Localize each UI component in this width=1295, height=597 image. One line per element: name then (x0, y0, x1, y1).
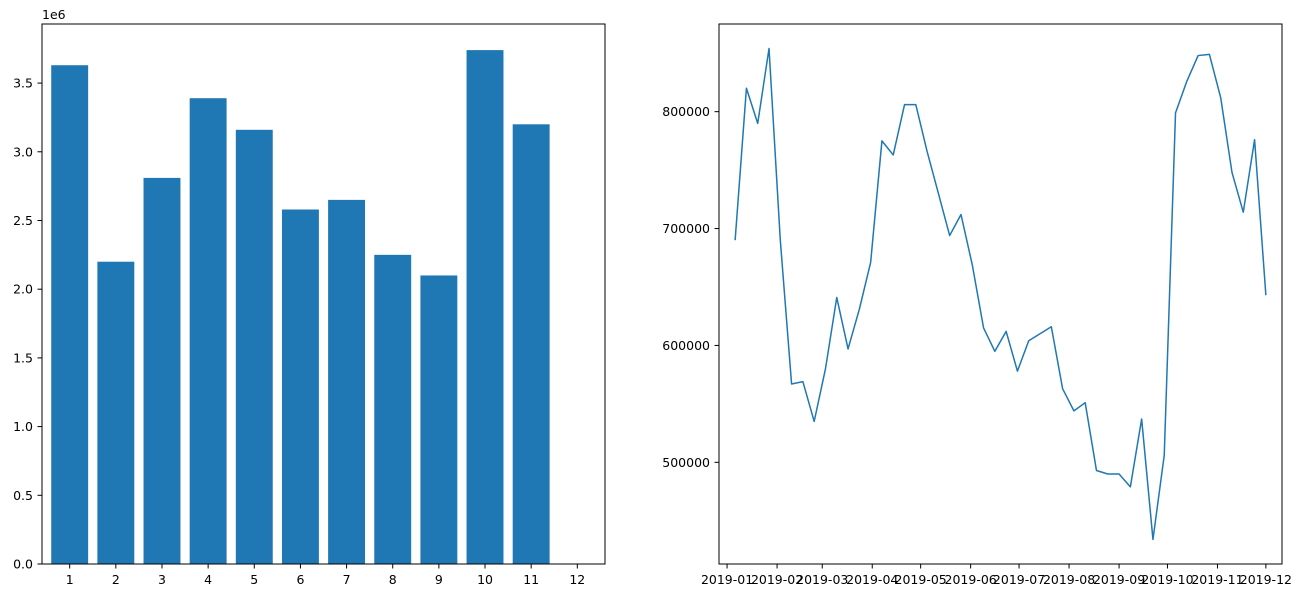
bar-10 (466, 50, 504, 564)
y-offset-label: 1e6 (42, 7, 66, 22)
y-tick-label: 2.0 (13, 282, 33, 297)
x-tick-label: 2019-07 (993, 572, 1045, 587)
line-y-ticks: 500000 600000 700000 800000 (662, 104, 719, 470)
y-tick-label: 0.0 (13, 557, 33, 572)
x-tick-label: 2019-10 (1141, 572, 1193, 587)
x-tick-label: 5 (250, 572, 258, 587)
bar-6 (281, 209, 319, 564)
x-tick-label: 10 (477, 572, 493, 587)
y-tick-label: 3.0 (13, 144, 33, 159)
x-tick-label: 12 (569, 572, 585, 587)
bar-1 (51, 65, 89, 564)
y-tick-label: 700000 (662, 221, 710, 236)
x-tick-label: 2019-08 (1043, 572, 1095, 587)
bar-8 (374, 254, 412, 564)
bar-5 (235, 129, 273, 565)
x-tick-label: 7 (343, 572, 351, 587)
line-chart: 2019-012019-022019-032019-042019-052019-… (662, 23, 1292, 587)
series-line (734, 47, 1267, 541)
bar-7 (328, 199, 366, 564)
y-tick-label: 600000 (662, 338, 710, 353)
y-tick-label: 500000 (662, 455, 710, 470)
line-chart-axes-frame (718, 23, 1283, 565)
bar-chart: 1 2 3 4 5 6 7 8 9 10 11 12 0.00.51.01.52.02.53.03.5… (13, 7, 606, 587)
x-tick-label: 2019-11 (1191, 572, 1243, 587)
x-tick-label: 2019-06 (945, 572, 997, 587)
x-tick-label: 9 (435, 572, 443, 587)
y-tick-label: 2.5 (13, 213, 33, 228)
line-marks (734, 47, 1267, 541)
y-tick-label: 800000 (662, 104, 710, 119)
x-tick-label: 6 (296, 572, 304, 587)
line-x-ticks: 2019-012019-022019-032019-042019-052019-… (701, 564, 1292, 587)
bar-2 (97, 261, 135, 564)
y-tick-label: 3.5 (13, 76, 33, 91)
y-tick-label: 1.5 (13, 350, 33, 365)
x-tick-label: 2019-05 (895, 572, 947, 587)
x-tick-label: 1 (66, 572, 74, 587)
x-tick-label: 3 (158, 572, 166, 587)
y-tick-label: 0.5 (13, 488, 33, 503)
y-tick-label: 1.0 (13, 419, 33, 434)
bar-marks (51, 50, 550, 565)
x-tick-label: 8 (389, 572, 397, 587)
bar-chart-axes-frame (41, 23, 606, 565)
bar-4 (189, 98, 227, 564)
bar-x-ticks: 1 2 3 4 5 6 7 8 9 10 11 12 (66, 564, 585, 587)
bar-3 (143, 177, 181, 564)
x-tick-label: 2019-04 (846, 572, 898, 587)
x-tick-label: 4 (204, 572, 212, 587)
x-tick-label: 2019-03 (796, 572, 848, 587)
x-tick-label: 11 (523, 572, 539, 587)
x-tick-label: 2 (112, 572, 120, 587)
x-tick-label: 2019-02 (751, 572, 803, 587)
x-tick-label: 2019-09 (1093, 572, 1145, 587)
bar-11 (512, 124, 550, 564)
x-tick-label: 2019-01 (701, 572, 753, 587)
bar-y-ticks: 0.0 0.5 1.0 1.5 2.0 2.5 3.0 3.5 (13, 76, 42, 572)
bar-9 (420, 275, 458, 564)
x-tick-label: 2019-12 (1240, 572, 1292, 587)
